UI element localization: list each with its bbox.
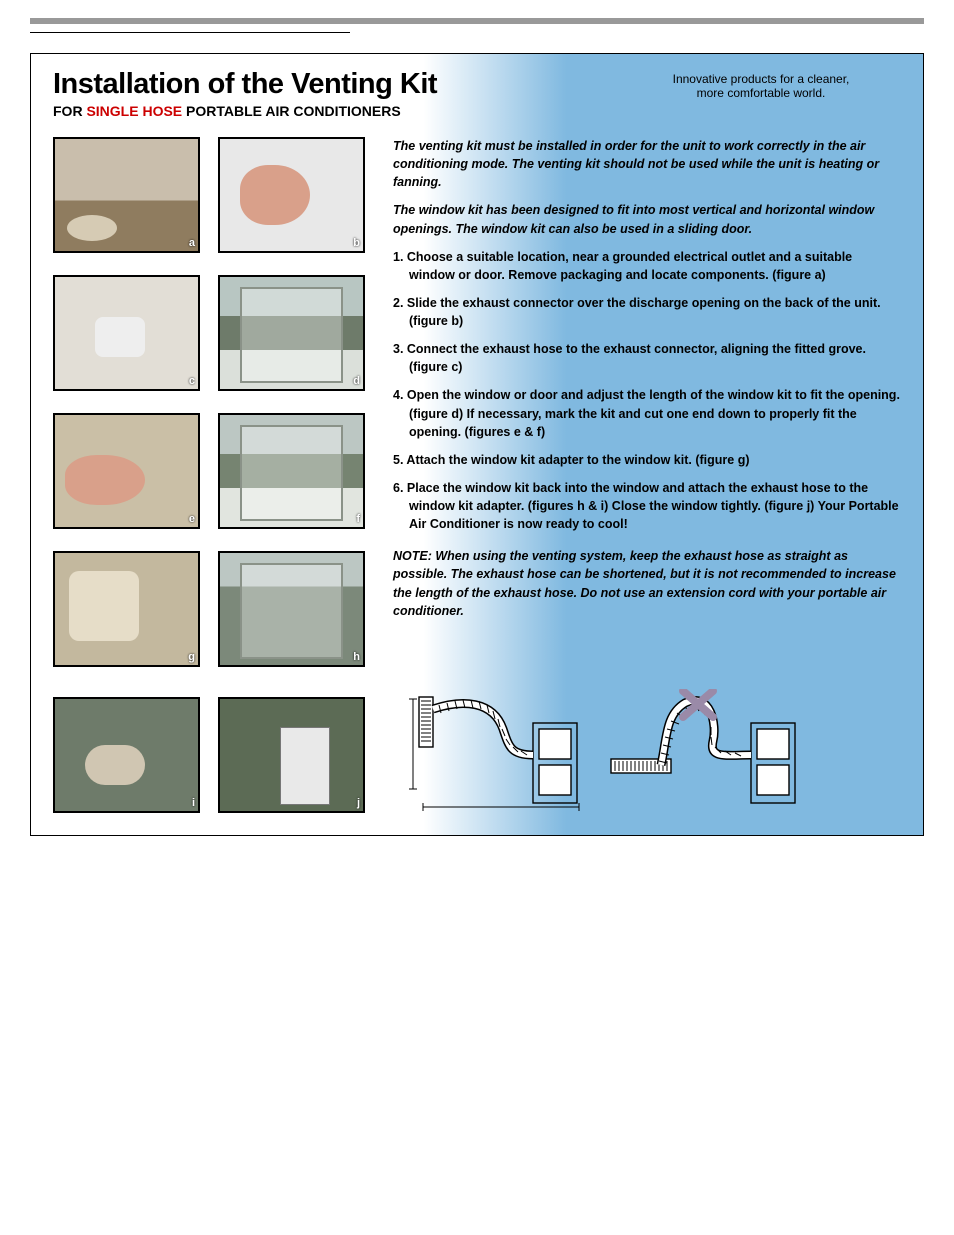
figure-g: g (53, 551, 200, 667)
figure-a: a (53, 137, 200, 253)
hose-wrong-icon (601, 689, 801, 813)
figure-j: j (218, 697, 365, 813)
diagram-wrong (601, 689, 801, 813)
text-column: The venting kit must be installed in ord… (393, 137, 901, 667)
section-underline (30, 32, 350, 33)
figure-label: g (188, 651, 195, 663)
bottom-row: i j (53, 689, 901, 813)
tagline: Innovative products for a cleaner, more … (621, 68, 901, 100)
step-item: 5. Attach the window kit adapter to the … (393, 451, 901, 469)
figure-c: c (53, 275, 200, 391)
step-item: 3. Connect the exhaust hose to the exhau… (393, 340, 901, 376)
header-left: Installation of the Venting Kit FOR SING… (53, 68, 437, 119)
step-item: 4. Open the window or door and adjust th… (393, 386, 901, 440)
figure-label: c (189, 375, 195, 387)
figure-label: i (192, 797, 195, 809)
subtitle-pre: FOR (53, 103, 86, 119)
figure-label: e (189, 513, 195, 525)
figure-d: d (218, 275, 365, 391)
header-row: Installation of the Venting Kit FOR SING… (53, 68, 901, 119)
figure-label: h (353, 651, 360, 663)
step-item: 2. Slide the exhaust connector over the … (393, 294, 901, 330)
subtitle-post: PORTABLE AIR CONDITIONERS (182, 103, 401, 119)
diagram-correct (383, 689, 583, 813)
figure-label: a (189, 237, 195, 249)
figure-e: e (53, 413, 200, 529)
tagline-line2: more comfortable world. (621, 86, 901, 100)
figure-label: j (357, 797, 360, 809)
intro-block: The venting kit must be installed in ord… (393, 137, 901, 238)
intro-paragraph: The venting kit must be installed in ord… (393, 137, 901, 191)
figure-b: b (218, 137, 365, 253)
figure-label: d (353, 375, 360, 387)
photo-grid: a b c d e f g h (53, 137, 365, 667)
steps-list: 1. Choose a suitable location, near a gr… (393, 248, 901, 534)
main-row: a b c d e f g h The venting kit must be … (53, 137, 901, 667)
subtitle-red: SINGLE HOSE (86, 103, 182, 119)
figure-i: i (53, 697, 200, 813)
figure-h: h (218, 551, 365, 667)
hose-correct-icon (383, 689, 583, 813)
figure-f: f (218, 413, 365, 529)
page-title: Installation of the Venting Kit (53, 68, 437, 101)
instruction-card: Installation of the Venting Kit FOR SING… (30, 53, 924, 836)
step-item: 1. Choose a suitable location, near a gr… (393, 248, 901, 284)
note-text: NOTE: When using the venting system, kee… (393, 547, 901, 620)
tagline-line1: Innovative products for a cleaner, (621, 72, 901, 86)
top-rule (30, 18, 924, 24)
intro-paragraph: The window kit has been designed to fit … (393, 201, 901, 237)
figure-label: b (353, 237, 360, 249)
figure-label: f (356, 513, 360, 525)
page-subtitle: FOR SINGLE HOSE PORTABLE AIR CONDITIONER… (53, 103, 437, 119)
step-item: 6. Place the window kit back into the wi… (393, 479, 901, 533)
